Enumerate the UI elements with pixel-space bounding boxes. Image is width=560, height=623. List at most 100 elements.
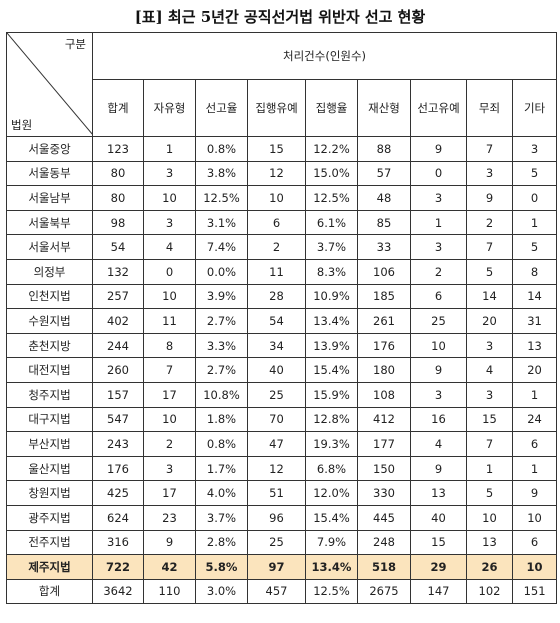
table-cell: 3.7% — [305, 234, 358, 260]
table-cell: 0 — [410, 160, 467, 187]
table-cell: 3 — [410, 185, 467, 211]
column-header: 선고유예 — [410, 79, 467, 137]
table-cell: 150 — [357, 455, 411, 482]
table-row: 대전지법 260 7 2.7% 40 15.4% 180 9 4 20 — [6, 357, 558, 383]
table-cell: 257 — [92, 283, 144, 310]
table-cell: 3.9% — [195, 283, 248, 310]
table-cell: 10.8% — [195, 381, 248, 408]
table-cell: 98 — [92, 209, 144, 236]
table-cell: 12.5% — [305, 185, 358, 211]
table-row: 서울북부 98 3 3.1% 6 6.1% 85 1 2 1 — [6, 209, 558, 236]
table-cell: 6 — [410, 283, 467, 310]
table-cell: 12.2% — [305, 136, 358, 162]
column-header: 자유형 — [143, 79, 196, 137]
table-cell: 425 — [92, 480, 144, 506]
table-cell: 12.0% — [305, 480, 358, 506]
table-cell: 1 — [511, 209, 558, 236]
table-cell: 2 — [247, 234, 306, 260]
table-cell: 13.9% — [305, 332, 358, 359]
court-name: 인천지법 — [6, 283, 93, 310]
table-cell: 185 — [357, 283, 411, 310]
table-cell: 12.5% — [305, 578, 358, 605]
table-cell: 20 — [466, 308, 513, 334]
table-cell: 7 — [466, 136, 513, 162]
table-cell: 12.8% — [305, 406, 358, 433]
table-row: 춘천지방 244 8 3.3% 34 13.9% 176 10 3 13 — [6, 332, 558, 359]
table-cell: 34 — [247, 332, 306, 359]
column-header: 선고율 — [195, 79, 248, 137]
table-cell: 3642 — [92, 578, 144, 605]
table-cell: 13 — [466, 529, 513, 556]
table-cell: 518 — [357, 554, 411, 580]
table-cell: 4 — [466, 357, 513, 383]
table-cell: 15.4% — [305, 357, 358, 383]
table-cell: 10 — [143, 283, 196, 310]
table-cell: 97 — [247, 554, 306, 580]
table-cell: 6.1% — [305, 209, 358, 236]
table-cell: 2.8% — [195, 529, 248, 556]
table-cell: 10 — [410, 332, 467, 359]
table-cell: 8 — [143, 332, 196, 359]
table-cell: 157 — [92, 381, 144, 408]
corner-label-court: 법원 — [11, 118, 33, 132]
table-cell: 11 — [247, 258, 306, 285]
corner-diagonal — [7, 33, 92, 134]
table-cell: 10 — [143, 185, 196, 211]
table-cell: 3 — [466, 160, 513, 187]
table-cell: 3.0% — [195, 578, 248, 605]
table-cell: 28 — [247, 283, 306, 310]
table-cell: 7.4% — [195, 234, 248, 260]
table-row: 대구지법 547 10 1.8% 70 12.8% 412 16 15 24 — [6, 406, 558, 433]
table-cell: 7 — [143, 357, 196, 383]
table-cell: 0 — [511, 185, 558, 211]
table-cell: 23 — [143, 504, 196, 531]
table-cell: 7.9% — [305, 529, 358, 556]
table-cell: 102 — [466, 578, 513, 605]
table-cell: 9 — [466, 185, 513, 211]
corner-cell: 구분 법원 — [6, 32, 93, 137]
court-name: 서울북부 — [6, 209, 93, 236]
table-cell: 3.8% — [195, 160, 248, 187]
table-cell: 3 — [410, 234, 467, 260]
table-cell: 5.8% — [195, 554, 248, 580]
court-name: 부산지법 — [6, 431, 93, 457]
table-cell: 5 — [466, 258, 513, 285]
table-cell: 244 — [92, 332, 144, 359]
table-row: 인천지법 257 10 3.9% 28 10.9% 185 6 14 14 — [6, 283, 558, 310]
table-cell: 330 — [357, 480, 411, 506]
table-cell: 13.4% — [305, 554, 358, 580]
table-cell: 48 — [357, 185, 411, 211]
table-cell: 176 — [92, 455, 144, 482]
table-cell: 15 — [410, 529, 467, 556]
table-cell: 3 — [143, 160, 196, 187]
court-name: 서울중앙 — [6, 136, 93, 162]
column-header: 무죄 — [466, 79, 513, 137]
table-cell: 26 — [466, 554, 513, 580]
table-cell: 445 — [357, 504, 411, 531]
table-cell: 8 — [511, 258, 558, 285]
table-cell: 11 — [143, 308, 196, 334]
court-name: 청주지법 — [6, 381, 93, 408]
table-cell: 54 — [247, 308, 306, 334]
table-cell: 14 — [466, 283, 513, 310]
table-cell: 123 — [92, 136, 144, 162]
table-cell: 412 — [357, 406, 411, 433]
table-cell: 9 — [143, 529, 196, 556]
table-cell: 12 — [247, 160, 306, 187]
table-cell: 33 — [357, 234, 411, 260]
table-cell: 40 — [247, 357, 306, 383]
table-cell: 457 — [247, 578, 306, 605]
table-cell: 402 — [92, 308, 144, 334]
table-cell: 5 — [466, 480, 513, 506]
table-cell: 4.0% — [195, 480, 248, 506]
table-cell: 7 — [466, 431, 513, 457]
table-cell: 80 — [92, 185, 144, 211]
court-name: 합계 — [6, 578, 93, 605]
table-cell: 47 — [247, 431, 306, 457]
table-cell: 260 — [92, 357, 144, 383]
table-cell: 0.8% — [195, 136, 248, 162]
table-cell: 6.8% — [305, 455, 358, 482]
table-cell: 2675 — [357, 578, 411, 605]
table-cell: 132 — [92, 258, 144, 285]
table-cell: 106 — [357, 258, 411, 285]
